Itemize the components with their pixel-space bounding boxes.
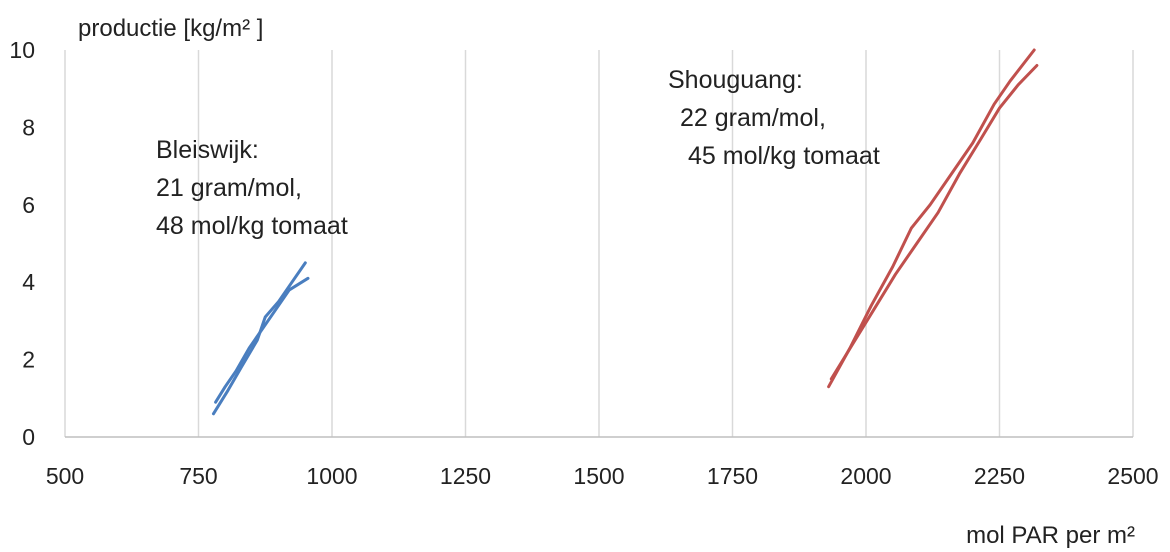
y-tick-label: 4 (22, 269, 35, 295)
x-tick-label: 2000 (840, 463, 891, 489)
annotation-shouguang-line-1: Shouguang: (668, 66, 803, 94)
x-tick-label: 1250 (440, 463, 491, 489)
x-tick-label: 1000 (306, 463, 357, 489)
y-tick-label: 2 (22, 347, 35, 373)
y-tick-label: 10 (9, 37, 35, 63)
y-axis-label: productie [kg/m² ] (78, 15, 263, 42)
series-line-2 (214, 276, 310, 404)
annotation-shouguang: Shouguang: 22 gram/mol, 45 mol/kg tomaat (668, 66, 880, 170)
grid-lines (64, 50, 1134, 437)
y-tick-label: 0 (22, 424, 35, 450)
annotation-bleiswijk-line-3: 48 mol/kg tomaat (156, 212, 348, 240)
series-line-1 (211, 261, 307, 416)
series-line-3 (827, 48, 1036, 389)
annotation-bleiswijk-line-1: Bleiswijk: (156, 136, 259, 164)
x-tick-label: 750 (179, 463, 217, 489)
annotation-shouguang-line-2: 22 gram/mol, (680, 104, 826, 132)
series-line-4 (829, 63, 1039, 381)
annotation-shouguang-line-3: 45 mol/kg tomaat (688, 142, 880, 170)
x-tick-label: 1500 (573, 463, 624, 489)
y-tick-label: 8 (22, 114, 35, 140)
y-tick-labels: 0 2 4 6 8 10 (9, 37, 35, 450)
x-axis-label: mol PAR per m² (966, 522, 1135, 549)
series-layer (211, 48, 1039, 416)
x-tick-label: 1750 (707, 463, 758, 489)
x-tick-labels: 500 750 1000 1250 1500 1750 2000 2250 2500 (46, 463, 1159, 489)
x-tick-label: 2250 (974, 463, 1025, 489)
x-tick-label: 500 (46, 463, 84, 489)
annotation-bleiswijk: Bleiswijk: 21 gram/mol, 48 mol/kg tomaat (156, 136, 348, 240)
y-tick-label: 6 (22, 192, 35, 218)
x-tick-label: 2500 (1107, 463, 1158, 489)
annotation-bleiswijk-line-2: 21 gram/mol, (156, 174, 302, 202)
